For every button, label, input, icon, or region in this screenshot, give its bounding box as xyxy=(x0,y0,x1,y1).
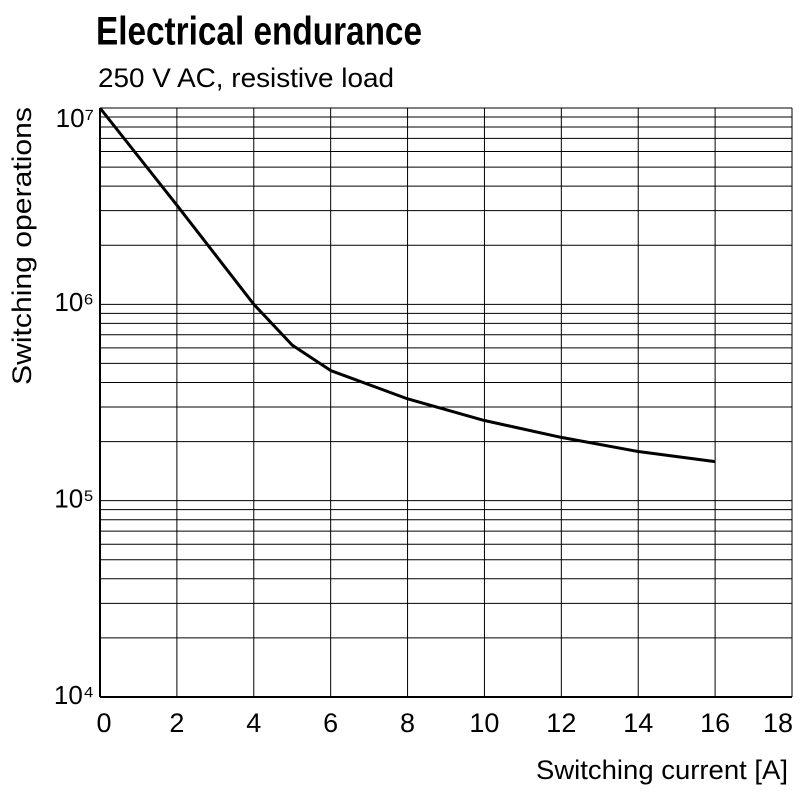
y-tick-label: 10⁵ xyxy=(54,484,94,514)
x-tick-label: 2 xyxy=(169,708,184,738)
x-tick-label: 0 xyxy=(96,708,111,738)
x-tick-label: 14 xyxy=(623,708,653,738)
y-tick-label: 10⁴ xyxy=(54,680,94,710)
y-tick-label: 10⁶ xyxy=(54,287,94,317)
chart-title: Electrical endurance xyxy=(96,10,422,54)
y-axis-label: Switching operations xyxy=(7,107,37,385)
x-tick-label: 4 xyxy=(246,708,261,738)
x-tick-label: 10 xyxy=(469,708,499,738)
x-tick-label: 8 xyxy=(400,708,415,738)
data-line xyxy=(98,107,716,464)
x-tick-label: 12 xyxy=(546,708,576,738)
x-axis-label: Switching current [A] xyxy=(536,755,788,785)
y-tick-label: 10⁷ xyxy=(56,103,94,133)
x-tick-label: 18 xyxy=(763,708,793,738)
x-tick-label: 6 xyxy=(323,708,338,738)
x-tick-label: 16 xyxy=(700,708,730,738)
chart-subtitle: 250 V AC, resistive load xyxy=(98,63,394,93)
